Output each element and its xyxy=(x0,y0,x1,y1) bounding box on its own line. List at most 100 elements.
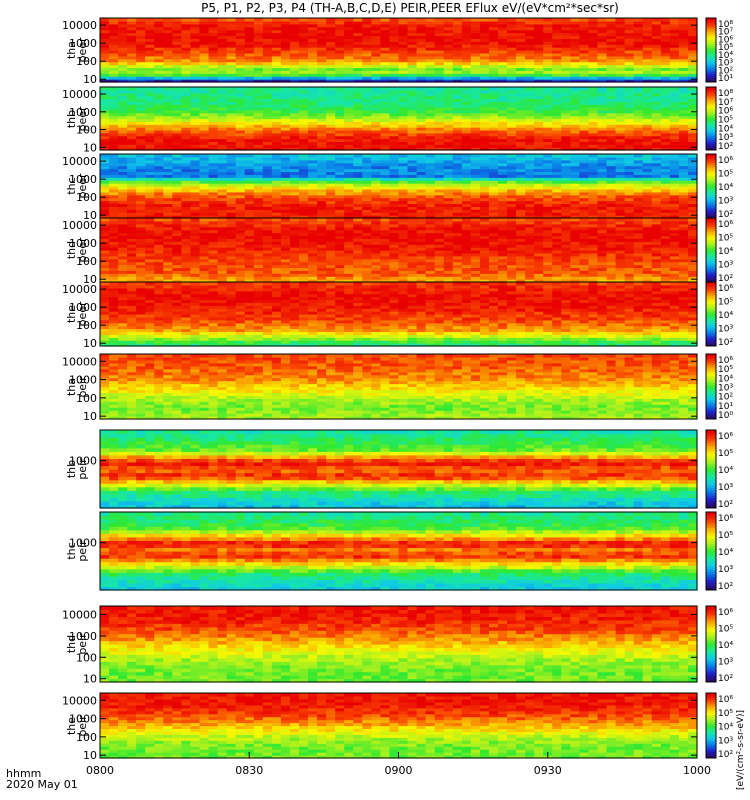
heatmap-cell xyxy=(579,200,590,205)
heatmap-cell xyxy=(163,132,173,137)
heatmap-cell xyxy=(181,194,192,199)
heatmap-cell xyxy=(633,156,644,161)
heatmap-cell xyxy=(488,209,499,213)
heatmap-cell xyxy=(262,229,273,234)
heatmap-cell xyxy=(118,141,128,145)
heatmap-cell xyxy=(579,112,590,117)
heatmap-cell xyxy=(181,61,192,66)
heatmap-cell xyxy=(181,215,192,219)
heatmap-cell xyxy=(163,124,173,128)
heatmap-cell xyxy=(651,156,662,161)
heatmap-cell xyxy=(326,20,336,25)
colorbar-segment xyxy=(706,173,716,176)
heatmap-cell xyxy=(308,87,318,91)
heatmap-cell xyxy=(190,244,201,248)
heatmap-cell xyxy=(244,235,255,239)
heatmap-cell xyxy=(452,144,463,148)
heatmap-cell xyxy=(470,20,481,25)
heatmap-cell xyxy=(434,127,445,131)
heatmap-cell xyxy=(226,159,237,164)
heatmap-cell xyxy=(253,250,264,254)
heatmap-cell xyxy=(217,138,228,143)
heatmap-cell xyxy=(280,76,291,80)
heatmap-cell xyxy=(516,52,526,57)
heatmap-cell xyxy=(362,129,372,134)
heatmap-cell xyxy=(443,112,454,117)
heatmap-cell xyxy=(452,29,463,34)
heatmap-cell xyxy=(507,20,517,25)
heatmap-cell xyxy=(678,203,689,207)
heatmap-cell xyxy=(651,104,662,108)
heatmap-cell xyxy=(389,144,400,148)
heatmap-cell xyxy=(389,52,400,57)
heatmap-cell xyxy=(208,61,219,66)
heatmap-cell xyxy=(226,238,237,242)
heatmap-cell xyxy=(208,188,219,193)
heatmap-cell xyxy=(317,200,327,205)
heatmap-cell xyxy=(434,67,445,71)
heatmap-cell xyxy=(299,70,309,74)
heatmap-cell xyxy=(217,264,228,269)
heatmap-cell xyxy=(525,112,535,117)
heatmap-cell xyxy=(289,232,300,237)
heatmap-cell xyxy=(280,177,291,181)
heatmap-cell xyxy=(615,186,626,190)
heatmap-cell xyxy=(308,26,318,31)
heatmap-cell xyxy=(398,147,409,151)
heatmap-cell xyxy=(271,171,282,175)
heatmap-cell xyxy=(127,95,137,100)
heatmap-cell xyxy=(127,87,137,91)
heatmap-cell xyxy=(163,147,173,151)
heatmap-cell xyxy=(371,73,382,77)
heatmap-cell xyxy=(543,183,553,187)
heatmap-cell xyxy=(534,23,544,28)
heatmap-cell xyxy=(244,92,255,97)
heatmap-cell xyxy=(190,104,201,108)
colorbar-tick-label: 10³ xyxy=(718,59,733,69)
heatmap-cell xyxy=(280,104,291,108)
heatmap-cell xyxy=(154,165,164,170)
heatmap-cell xyxy=(470,104,481,108)
heatmap-cell xyxy=(633,215,644,219)
heatmap-cell xyxy=(154,200,164,205)
heatmap-cell xyxy=(525,32,535,37)
heatmap-cell xyxy=(181,174,192,178)
heatmap-cell xyxy=(579,79,590,83)
heatmap-cell xyxy=(280,92,291,97)
heatmap-cell xyxy=(624,115,635,120)
heatmap-cell xyxy=(470,183,481,187)
heatmap-cell xyxy=(190,209,201,213)
heatmap-cell xyxy=(317,186,327,190)
heatmap-cell xyxy=(217,244,228,248)
heatmap-cell xyxy=(597,104,608,108)
heatmap-cell xyxy=(624,118,635,122)
heatmap-cell xyxy=(470,115,481,120)
heatmap-cell xyxy=(488,154,499,158)
heatmap-cell xyxy=(470,107,481,111)
heatmap-cell xyxy=(470,200,481,205)
heatmap-cell xyxy=(479,67,490,71)
heatmap-cell xyxy=(181,229,192,234)
heatmap-cell xyxy=(335,109,345,114)
heatmap-cell xyxy=(235,26,246,31)
heatmap-cell xyxy=(208,191,219,196)
heatmap-cell xyxy=(208,47,219,51)
heatmap-cell xyxy=(624,183,635,187)
heatmap-cell xyxy=(570,115,581,120)
heatmap-cell xyxy=(199,50,210,54)
colorbar-tick-label: 10² xyxy=(718,142,733,152)
heatmap-cell xyxy=(118,124,128,128)
heatmap-cell xyxy=(507,18,517,22)
heatmap-cell xyxy=(615,197,626,202)
heatmap-cell xyxy=(199,132,210,137)
heatmap-cell xyxy=(163,64,173,69)
heatmap-cell xyxy=(172,95,183,100)
heatmap-cell xyxy=(190,101,201,105)
heatmap-cell xyxy=(353,79,363,83)
heatmap-cell xyxy=(118,267,128,271)
heatmap-cell xyxy=(416,112,427,117)
heatmap-cell xyxy=(136,127,146,131)
heatmap-cell xyxy=(660,115,671,120)
heatmap-cell xyxy=(163,247,173,251)
